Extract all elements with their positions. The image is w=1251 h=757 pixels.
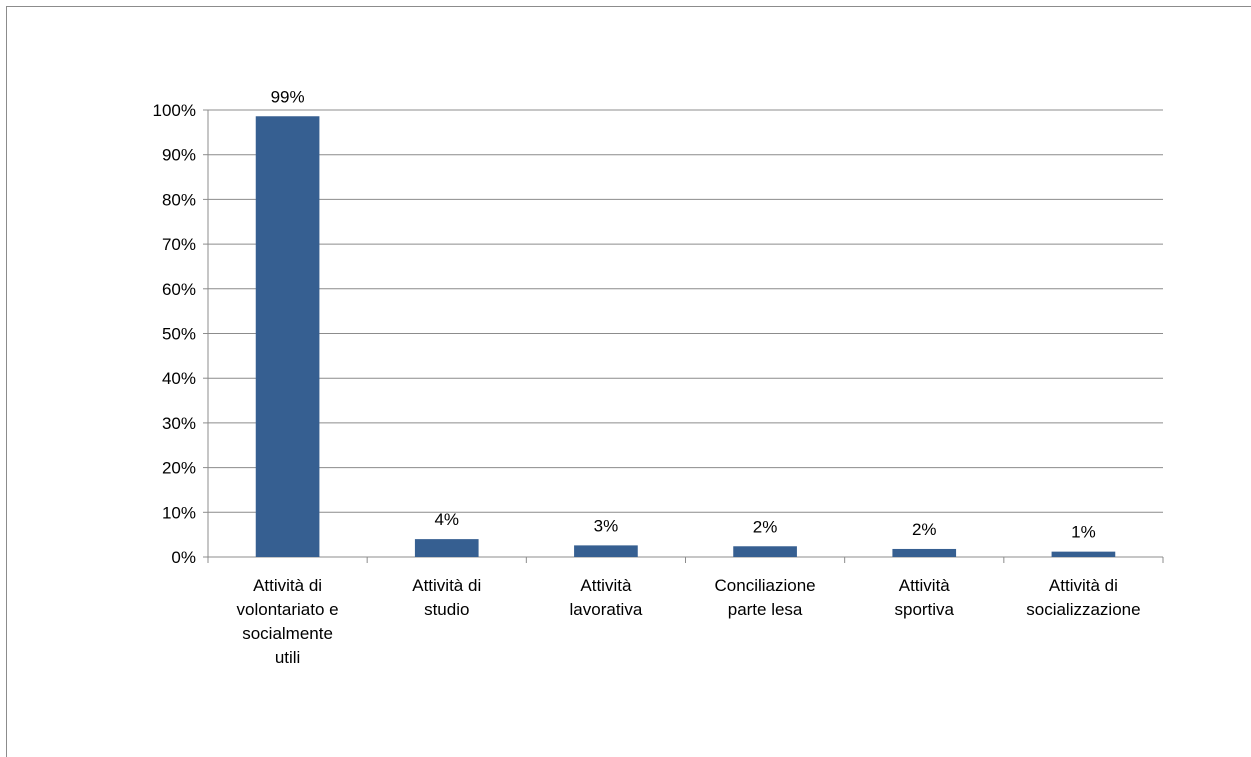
category-label: Attività di socializzazione <box>1026 576 1140 619</box>
bar <box>733 546 797 557</box>
data-label: 2% <box>912 520 937 539</box>
y-tick-label: 50% <box>162 325 196 344</box>
axes <box>203 109 1164 563</box>
y-tick-label: 0% <box>171 548 196 567</box>
data-label: 3% <box>594 516 619 535</box>
y-tick-label: 60% <box>162 280 196 299</box>
y-tick-label: 100% <box>153 101 196 120</box>
y-tick-label: 20% <box>162 459 196 478</box>
category-labels: Attività di volontariato e socialmente util… <box>237 576 1141 667</box>
category-label-line: socializzazione <box>1026 600 1140 619</box>
category-label-line: Attività di <box>1049 576 1118 595</box>
category-label-line: parte lesa <box>728 600 803 619</box>
y-tick-label: 30% <box>162 414 196 433</box>
y-tick-label: 70% <box>162 235 196 254</box>
y-tick-label: 80% <box>162 190 196 209</box>
category-label-line: Attività <box>899 576 951 595</box>
category-label: Conciliazione parte lesa <box>715 576 816 619</box>
y-tick-labels: 0% 10% 20% 30% 40% 50% 60% 70% 80% 90% 100% <box>153 101 196 567</box>
category-label: Attività di studio <box>412 576 481 619</box>
y-tick-label: 40% <box>162 369 196 388</box>
category-label-line: Conciliazione <box>715 576 816 595</box>
category-label-line: volontariato e <box>237 600 339 619</box>
category-label-line: socialmente <box>242 624 333 643</box>
y-tick-label: 90% <box>162 146 196 165</box>
bar <box>1051 551 1116 557</box>
category-label-line: sportiva <box>894 600 954 619</box>
gridlines <box>208 109 1163 513</box>
category-label-line: Attività <box>580 576 632 595</box>
category-label-line: Attività di <box>412 576 481 595</box>
bar <box>414 539 479 557</box>
data-label: 2% <box>753 517 778 536</box>
chart-frame <box>6 6 1251 757</box>
category-label-line: utili <box>275 648 301 667</box>
data-labels: 99% 4% 3% 2% 2% 1% <box>271 87 1096 541</box>
category-label-line: lavorativa <box>570 600 643 619</box>
y-tick-label: 10% <box>162 503 196 522</box>
category-label-line: studio <box>424 600 469 619</box>
category-label: Attività lavorativa <box>570 576 643 619</box>
data-label: 99% <box>271 87 305 106</box>
data-label: 1% <box>1071 523 1096 542</box>
category-label-line: Attività di <box>253 576 322 595</box>
category-label: Attività sportiva <box>894 576 954 619</box>
bar <box>255 116 320 558</box>
category-label: Attività di volontariato e socialmente util… <box>237 576 339 667</box>
bar <box>892 548 957 557</box>
bars <box>255 116 1116 558</box>
data-label: 4% <box>434 510 459 529</box>
bar <box>574 545 638 557</box>
